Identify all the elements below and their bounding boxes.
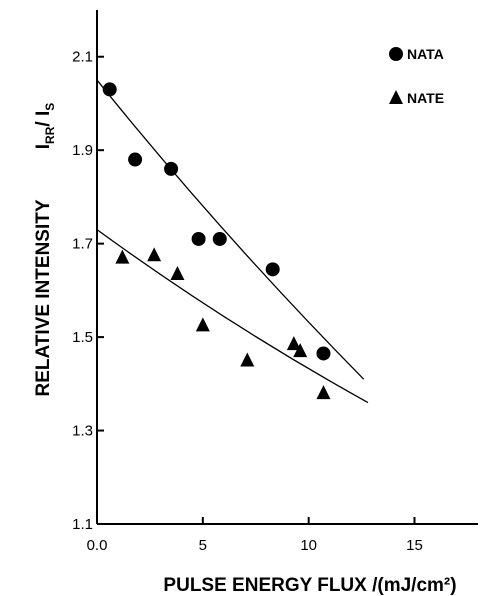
nata-point (164, 161, 179, 176)
y-tick-label: 1.5 (72, 329, 93, 346)
nate-point (170, 266, 185, 280)
ratio-denominator-subscript: S (43, 103, 57, 111)
legend-marker-nate (389, 90, 403, 104)
legend: NATA NATE (389, 46, 444, 106)
x-tick-label: 0.0 (87, 537, 108, 554)
nate-point (286, 336, 301, 351)
nate-point (147, 247, 162, 262)
nate-fit-line (96, 229, 369, 404)
x-axis-title: PULSE ENERGY FLUX /(mJ/cm²) (163, 575, 456, 596)
nata-point (265, 262, 280, 277)
nata-point (212, 231, 227, 246)
nata-point (316, 346, 331, 361)
nata-point (102, 82, 117, 97)
y-tick-label: 1.7 (72, 236, 93, 253)
ratio-divider: / I (33, 111, 54, 127)
nate-point (240, 352, 255, 367)
y-tick-label: 1.1 (72, 516, 93, 533)
y-tick-label: 2.1 (72, 49, 93, 66)
legend-marker-nata (389, 47, 403, 61)
y-axis-title: RELATIVE INTENSITY (33, 199, 54, 396)
nate-point (115, 249, 130, 264)
y-axis-ratio-label: IRR/ IS (33, 103, 57, 149)
legend-label-nata: NATA (407, 46, 444, 62)
x-tick-label: 5 (199, 537, 207, 554)
nata-fit-line (96, 79, 365, 380)
legend-label-nate: NATE (407, 90, 444, 106)
nate-point (293, 343, 308, 358)
nata-point (128, 152, 143, 167)
x-tick-label: 15 (406, 537, 423, 554)
y-tick-label: 1.3 (72, 423, 93, 440)
y-tick-label: 1.9 (72, 142, 93, 159)
nate-point (316, 385, 331, 400)
axes: 1.1 1.3 1.5 1.7 1.9 2.1 0.0 5 10 15 (72, 10, 478, 554)
ratio-numerator-subscript: RR (43, 126, 57, 144)
nata-point (191, 231, 206, 246)
fit-lines (96, 79, 369, 404)
data-points (102, 82, 331, 400)
ratio-numerator: I (33, 144, 54, 149)
x-tick-label: 10 (300, 537, 317, 554)
nate-point (195, 317, 210, 332)
